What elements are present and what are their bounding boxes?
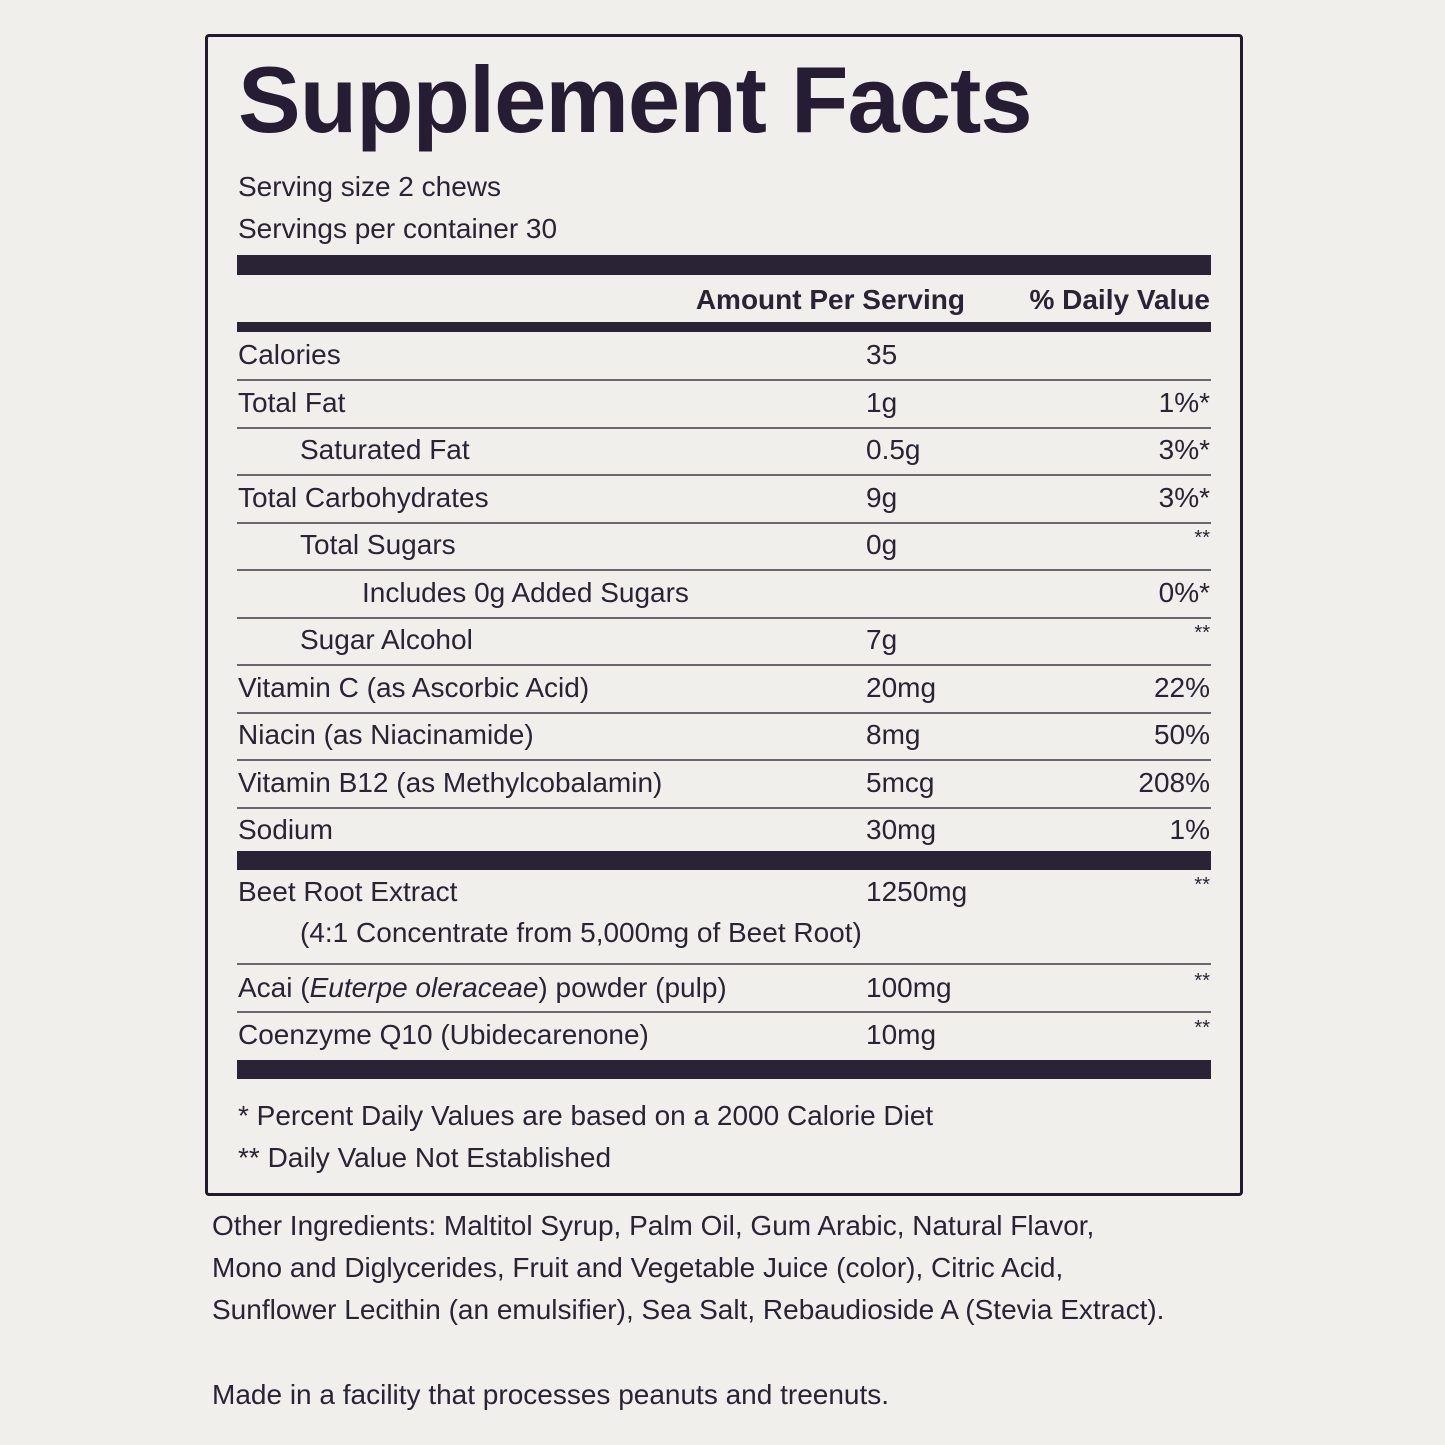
servings-per-container: Servings per container 30 <box>238 213 558 244</box>
daily-value: ** <box>1194 622 1210 644</box>
daily-value: ** <box>1194 970 1210 992</box>
daily-value: ** <box>1194 1017 1210 1039</box>
ingredient-note: (4:1 Concentrate from 5,000mg of Beet Ro… <box>300 917 862 948</box>
daily-value: 1%* <box>1158 386 1210 418</box>
name-part: Coenzyme Q10 (Ubidecarenone) <box>238 1019 649 1050</box>
name-part: Total Sugars <box>300 529 456 560</box>
amount: 5mcg <box>866 766 935 798</box>
daily-value: ** <box>1194 527 1210 549</box>
footnote: * Percent Daily Values are based on a 20… <box>238 1100 934 1131</box>
row-rule <box>237 711 1211 714</box>
name-part: Vitamin B12 (as Methylcobalamin) <box>238 766 663 798</box>
nutrient-name: Sugar Alcohol <box>300 623 473 657</box>
name-part: Euterpe oleraceae <box>309 972 539 1003</box>
nutrient-name: Total Carbohydrates <box>238 481 489 515</box>
name-part: Total Carbohydrates <box>238 481 489 513</box>
amount: 20mg <box>866 671 937 703</box>
amount: 1g <box>866 386 898 418</box>
header-amount: Amount Per Serving <box>695 284 965 315</box>
daily-value: ** <box>1194 874 1210 896</box>
nutrient-name: Calories <box>238 338 341 372</box>
amount: 10mg <box>866 1019 937 1050</box>
daily-value: 3%* <box>1158 434 1210 465</box>
row-rule <box>237 474 1211 476</box>
nutrient-name: Vitamin C (as Ascorbic Acid) <box>238 671 589 705</box>
nutrient-name: Coenzyme Q10 (Ubidecarenone) <box>238 1018 649 1052</box>
amount: 7g <box>866 624 898 655</box>
daily-value: 1% <box>1169 814 1210 845</box>
allergen-note: Made in a facility that processes peanut… <box>212 1379 890 1410</box>
thick-bar <box>237 255 1211 275</box>
other-ingredients: Mono and Diglycerides, Fruit and Vegetab… <box>212 1252 1064 1283</box>
nutrient-name: Includes 0g Added Sugars <box>362 576 689 610</box>
amount: 0.5g <box>866 434 921 465</box>
amount: 1250mg <box>866 876 968 907</box>
thick-bar <box>237 1060 1211 1079</box>
name-part: Includes 0g Added Sugars <box>362 576 689 608</box>
row-rule <box>237 426 1211 429</box>
daily-value: 22% <box>1153 671 1210 703</box>
name-part: Sugar Alcohol <box>300 624 473 655</box>
amount: 35 <box>866 339 898 370</box>
nutrient-name: Vitamin B12 (as Methylcobalamin) <box>238 766 662 800</box>
serving-size: Serving size 2 chews <box>238 171 502 202</box>
nutrient-name: Beet Root Extract <box>238 875 457 909</box>
footnote: ** Daily Value Not Established <box>238 1142 612 1173</box>
row-rule <box>237 806 1211 809</box>
label-box <box>205 34 1243 1196</box>
name-part: Vitamin C (as Ascorbic Acid) <box>238 671 590 703</box>
thick-bar <box>237 851 1211 870</box>
title: Supplement Facts <box>238 47 1033 152</box>
name-part: Total Fat <box>238 386 346 418</box>
name-part: Niacin (as Niacinamide) <box>238 719 534 750</box>
row-rule <box>237 569 1211 571</box>
daily-value: 3%* <box>1158 481 1210 513</box>
row-rule <box>237 1011 1211 1013</box>
amount: 0g <box>866 529 898 560</box>
amount: 30mg <box>866 814 937 845</box>
nutrient-name: Saturated Fat <box>300 433 470 467</box>
row-rule <box>237 963 1211 965</box>
medium-bar <box>237 322 1211 332</box>
nutrient-name: Total Sugars <box>300 528 456 562</box>
row-rule <box>237 616 1211 619</box>
row-rule <box>237 664 1211 666</box>
nutrient-name: Acai (Euterpe oleraceae) powder (pulp) <box>238 971 727 1005</box>
header-daily-value: % Daily Value <box>1029 284 1210 315</box>
amount: 8mg <box>866 719 921 750</box>
daily-value: 50% <box>1153 719 1210 750</box>
name-part: Beet Root Extract <box>238 876 458 907</box>
amount: 9g <box>866 481 898 513</box>
other-ingredients: Other Ingredients: Maltitol Syrup, Palm … <box>212 1210 1095 1241</box>
nutrient-name: Niacin (as Niacinamide) <box>238 718 534 752</box>
daily-value: 208% <box>1138 766 1210 798</box>
row-rule <box>237 759 1211 761</box>
daily-value: 0%* <box>1158 576 1210 608</box>
amount: 100mg <box>866 972 952 1003</box>
name-part: ) powder (pulp) <box>538 972 727 1003</box>
name-part: Sodium <box>238 814 333 845</box>
row-rule <box>237 379 1211 381</box>
row-rule <box>237 521 1211 524</box>
nutrient-name: Total Fat <box>238 386 345 420</box>
nutrient-name: Sodium <box>238 813 333 847</box>
other-ingredients: Sunflower Lecithin (an emulsifier), Sea … <box>212 1294 1165 1325</box>
name-part: Calories <box>238 339 341 370</box>
name-part: Saturated Fat <box>300 434 470 465</box>
name-part: Acai ( <box>238 972 310 1003</box>
